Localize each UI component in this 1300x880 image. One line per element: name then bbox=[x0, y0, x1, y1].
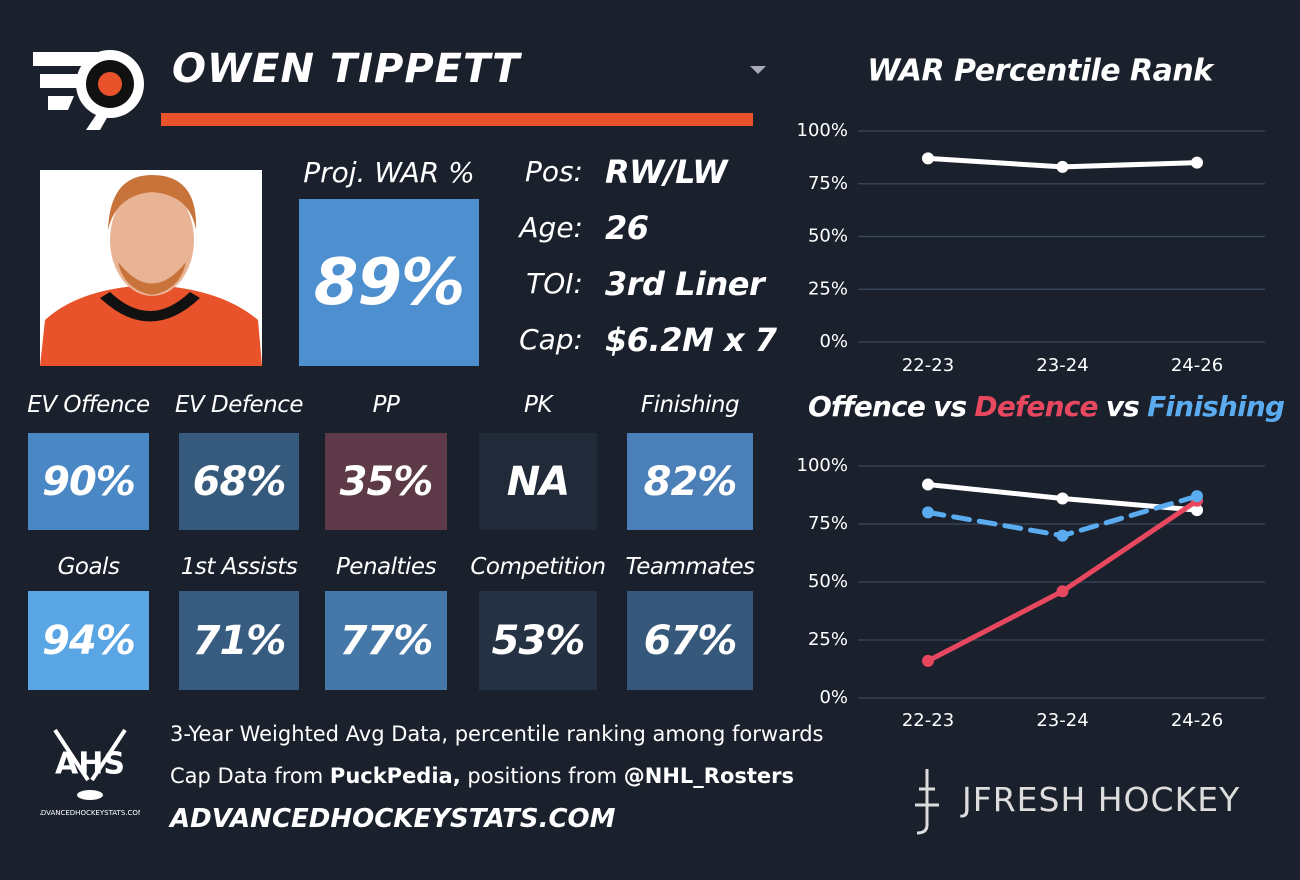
legend-entry: Finishing bbox=[1147, 390, 1285, 423]
point bbox=[922, 152, 934, 165]
footer-site[interactable]: ADVANCEDHOCKEYSTATS.COM bbox=[170, 804, 616, 834]
point bbox=[1056, 492, 1069, 505]
y-tick-label: 50% bbox=[808, 571, 848, 592]
y-tick-label: 75% bbox=[808, 173, 848, 194]
brand: JFRESH HOCKEY bbox=[962, 780, 1241, 819]
footer-note: 3-Year Weighted Avg Data, percentile ran… bbox=[170, 722, 824, 746]
point bbox=[1191, 156, 1203, 169]
footer-sources: Cap Data from PuckPedia, positions from … bbox=[170, 764, 794, 788]
chart-title: WAR Percentile Rank bbox=[867, 54, 1215, 89]
team-logo bbox=[33, 50, 144, 130]
y-tick-label: 25% bbox=[808, 278, 848, 299]
pos-source: @NHL_Rosters bbox=[623, 764, 795, 788]
jfresh-logo bbox=[915, 769, 939, 835]
info-label: Age: bbox=[519, 211, 583, 244]
ahs-caption: ADVANCEDHOCKEYSTATS.COM bbox=[40, 809, 140, 817]
tile-label: EV Defence bbox=[174, 392, 304, 418]
tile-label: PK bbox=[524, 392, 552, 418]
point bbox=[1056, 585, 1069, 598]
tile-label: EV Offence bbox=[27, 392, 150, 418]
tile-label: Competition bbox=[470, 554, 606, 580]
tile-label: Finishing bbox=[640, 392, 740, 418]
y-tick-label: 75% bbox=[808, 513, 848, 534]
tile-value: 67% bbox=[627, 591, 753, 690]
ahs-logo-text: AHS bbox=[55, 747, 125, 782]
point bbox=[1191, 490, 1203, 503]
cap-prefix: Cap Data from bbox=[170, 764, 324, 788]
player-photo bbox=[40, 170, 262, 366]
cap-source: PuckPedia, bbox=[329, 764, 461, 788]
y-tick-label: 50% bbox=[808, 226, 848, 247]
ahs-logo: AHS ADVANCEDHOCKEYSTATS.COM bbox=[40, 728, 140, 817]
tile-label: PP bbox=[372, 392, 400, 418]
info-value: 3rd Liner bbox=[605, 265, 765, 303]
y-tick-label: 100% bbox=[797, 120, 848, 141]
title-separator: vs bbox=[1106, 390, 1139, 423]
point bbox=[922, 506, 934, 519]
point bbox=[1056, 529, 1069, 542]
tile-value: NA bbox=[479, 433, 597, 530]
pos-prefix: positions from bbox=[467, 764, 618, 788]
info-label: TOI: bbox=[526, 267, 583, 300]
point bbox=[1056, 160, 1069, 173]
tile-value: 35% bbox=[325, 433, 447, 530]
legend-entry: Offence bbox=[808, 390, 925, 423]
info-value: RW/LW bbox=[605, 153, 728, 191]
info-value: $6.2M x 7 bbox=[605, 321, 777, 359]
player-name: OWEN TIPPETT bbox=[172, 46, 521, 92]
y-tick-label: 0% bbox=[819, 687, 848, 708]
tile-label: Goals bbox=[57, 554, 120, 580]
tile-value: 94% bbox=[28, 591, 149, 690]
tile-label: 1st Assists bbox=[180, 554, 298, 580]
x-tick-label: 23-24 bbox=[1036, 710, 1088, 731]
x-tick-label: 24-26 bbox=[1171, 355, 1223, 376]
x-tick-label: 22-23 bbox=[902, 355, 954, 376]
tile-value: 82% bbox=[627, 433, 753, 530]
tile-value: 77% bbox=[325, 591, 447, 690]
chart-title: Offence vs Defence vs Finishing bbox=[808, 390, 1285, 423]
dropdown[interactable] bbox=[748, 64, 768, 78]
x-tick-label: 22-23 bbox=[902, 710, 954, 731]
series-line bbox=[925, 498, 1200, 664]
point bbox=[922, 654, 934, 667]
tile-label: Teammates bbox=[625, 554, 755, 580]
info-label: Cap: bbox=[519, 323, 583, 356]
projection-label: Proj. WAR % bbox=[303, 156, 475, 189]
tile-value: 90% bbox=[28, 433, 149, 530]
y-tick-label: 100% bbox=[797, 455, 848, 476]
tile-label: Penalties bbox=[335, 554, 437, 580]
title-separator: vs bbox=[933, 390, 966, 423]
accent-bar bbox=[161, 113, 753, 126]
info-label: Pos: bbox=[524, 155, 583, 188]
legend-entry: Defence bbox=[974, 390, 1097, 423]
tile-value: 53% bbox=[479, 591, 597, 690]
tile-value: 71% bbox=[179, 591, 299, 690]
point bbox=[1191, 504, 1203, 517]
y-tick-label: 25% bbox=[808, 629, 848, 650]
x-tick-label: 23-24 bbox=[1036, 355, 1088, 376]
info-value: 26 bbox=[605, 209, 649, 247]
x-tick-label: 24-26 bbox=[1171, 710, 1223, 731]
projection-value: 89% bbox=[299, 199, 479, 366]
point bbox=[922, 478, 934, 491]
y-tick-label: 0% bbox=[819, 331, 848, 352]
tile-value: 68% bbox=[179, 433, 299, 530]
